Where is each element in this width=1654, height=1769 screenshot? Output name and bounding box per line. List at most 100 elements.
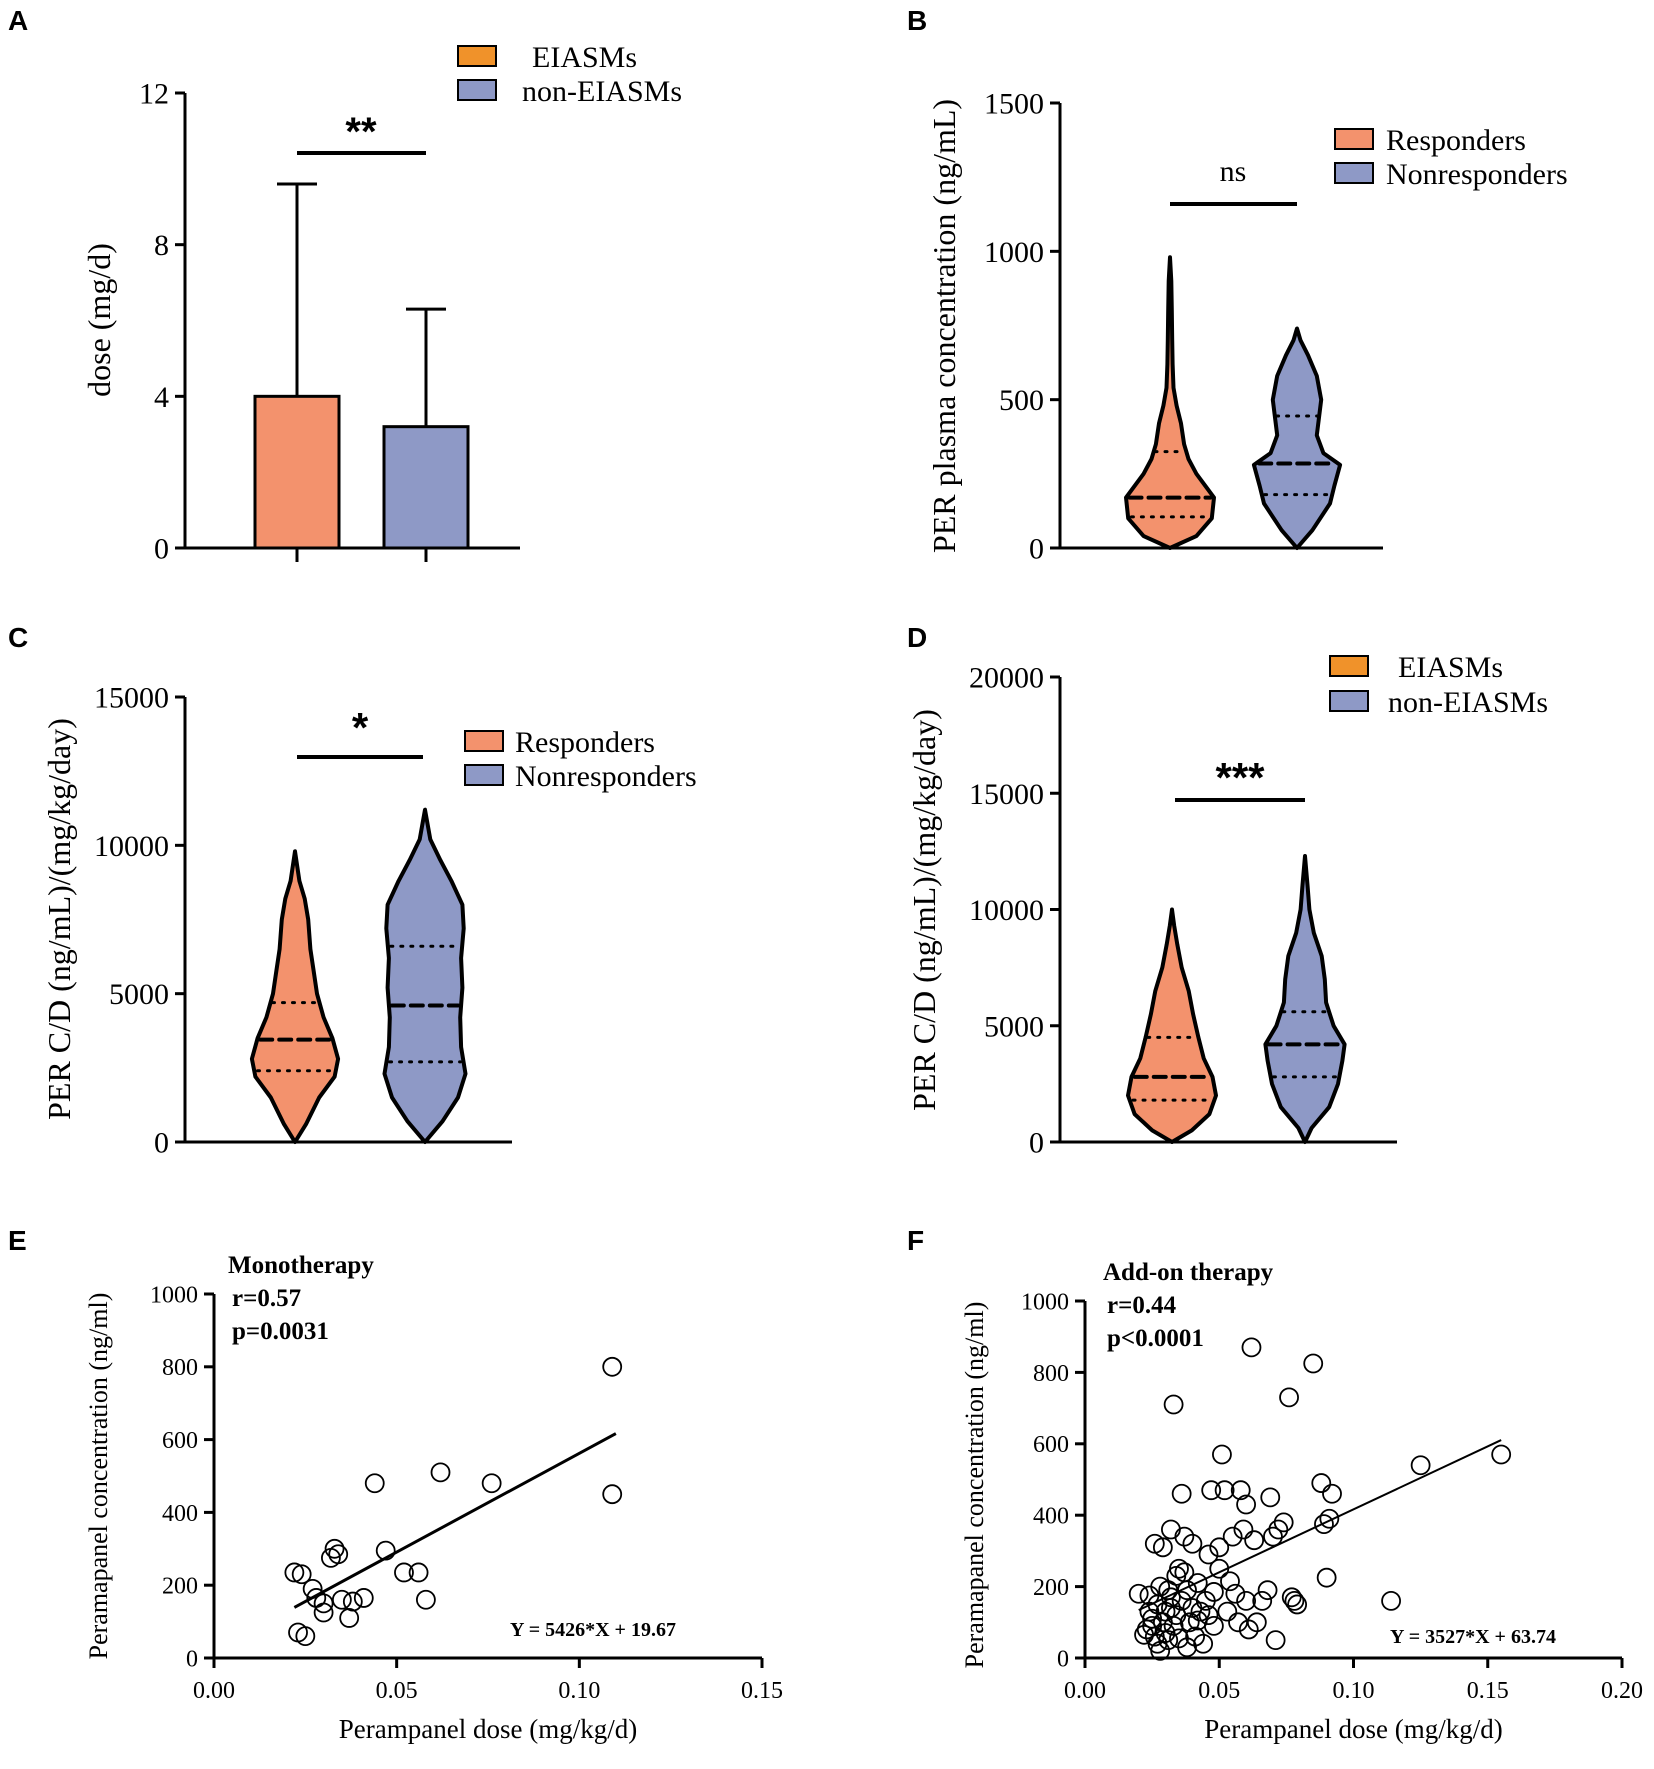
violin-body — [249, 849, 341, 1144]
y-tick-label: 800 — [162, 1355, 198, 1381]
legend-label: Responders — [515, 726, 655, 759]
panel-label: E — [8, 1225, 27, 1256]
y-tick-label: 4 — [154, 381, 169, 414]
legend-label: Responders — [1386, 124, 1526, 157]
y-axis-label: PER C/D (ng/mL)/(mg/kg/day) — [41, 718, 77, 1120]
data-point — [602, 1356, 623, 1377]
data-point — [1491, 1444, 1512, 1465]
bar — [382, 425, 470, 550]
data-point — [602, 1484, 623, 1505]
data-point — [1182, 1533, 1203, 1554]
data-point — [1316, 1567, 1337, 1588]
data-point — [342, 1591, 363, 1612]
data-point — [364, 1473, 385, 1494]
significance-label: ns — [1220, 155, 1247, 188]
y-tick-label: 5000 — [109, 978, 169, 1011]
y-tick-label: 20000 — [969, 662, 1044, 695]
violin-body — [1126, 907, 1218, 1144]
y-tick-label: 15000 — [969, 778, 1044, 811]
data-point — [394, 1562, 414, 1583]
data-point — [1193, 1633, 1214, 1654]
data-point — [1163, 1615, 1184, 1636]
data-point — [408, 1562, 429, 1583]
regression-line — [1138, 1439, 1502, 1611]
data-point — [1381, 1590, 1401, 1611]
data-point — [1311, 1473, 1332, 1493]
data-point — [1225, 1583, 1246, 1604]
data-point — [1236, 1494, 1256, 1515]
data-point — [1268, 1519, 1289, 1540]
data-point — [295, 1626, 316, 1647]
stats-label: p<0.0001 — [1107, 1325, 1204, 1352]
x-tick-label: 0.10 — [558, 1678, 600, 1704]
data-point — [1220, 1571, 1240, 1592]
panel-label: D — [907, 622, 927, 653]
data-point — [1246, 1612, 1267, 1633]
y-tick-label: 600 — [162, 1428, 198, 1454]
y-tick-label: 200 — [162, 1574, 198, 1600]
y-tick-label: 1000 — [150, 1282, 198, 1308]
y-tick-label: 8 — [154, 229, 169, 262]
data-point — [1214, 1480, 1235, 1501]
legend-swatch — [457, 45, 497, 67]
stats-label: r=0.57 — [232, 1285, 301, 1312]
x-tick-label: 0.05 — [1198, 1678, 1240, 1704]
data-point — [1257, 1580, 1278, 1601]
data-point — [1241, 1337, 1262, 1358]
data-point — [1169, 1558, 1189, 1579]
legend-label: non-EIASMs — [1388, 686, 1548, 719]
data-point — [1209, 1558, 1230, 1579]
x-tick-label: 0.15 — [1467, 1678, 1509, 1704]
x-tick-label: 0.20 — [1601, 1678, 1643, 1704]
data-point — [1273, 1512, 1294, 1533]
data-point — [1287, 1594, 1308, 1615]
regression-equation: Y = 3527*X + 63.74 — [1390, 1626, 1556, 1648]
legend-swatch — [457, 79, 497, 101]
stats-label: p=0.0031 — [232, 1318, 329, 1345]
y-tick-label: 10000 — [969, 894, 1044, 927]
y-tick-label: 0 — [186, 1646, 198, 1672]
data-point — [1177, 1580, 1197, 1601]
data-point — [1198, 1544, 1219, 1565]
data-point — [313, 1593, 334, 1614]
data-point — [1314, 1514, 1334, 1535]
legend-swatch — [1334, 128, 1374, 150]
data-point — [291, 1564, 312, 1585]
data-point — [1163, 1394, 1184, 1415]
y-tick-label: 0 — [1029, 1127, 1044, 1160]
y-tick-label: 5000 — [984, 1010, 1044, 1043]
data-point — [313, 1602, 334, 1623]
x-tick-label: 0.00 — [193, 1678, 235, 1704]
data-point — [430, 1462, 451, 1483]
data-point — [1161, 1519, 1181, 1540]
panel-label: B — [907, 5, 927, 36]
data-point — [302, 1578, 323, 1599]
y-axis-label: dose (mg/d) — [81, 243, 117, 397]
x-tick-label: 0.10 — [1333, 1678, 1375, 1704]
data-point — [375, 1540, 396, 1561]
significance-label: ** — [345, 110, 377, 154]
y-axis-label: Peramapanel concentration (ng/ml) — [960, 1302, 989, 1669]
y-tick-label: 600 — [1033, 1432, 1069, 1458]
panel-title: Add-on therapy — [1103, 1259, 1274, 1286]
x-tick-label: 0.00 — [1064, 1678, 1106, 1704]
data-point — [1152, 1537, 1173, 1558]
data-point — [1260, 1487, 1281, 1508]
data-point — [1201, 1480, 1222, 1501]
data-point — [1128, 1583, 1149, 1604]
legend-swatch — [464, 730, 504, 752]
data-point — [1279, 1387, 1299, 1408]
data-point — [1171, 1483, 1192, 1504]
data-point — [1171, 1590, 1192, 1611]
stats-label: r=0.44 — [1107, 1292, 1177, 1319]
panel-title: Monotherapy — [228, 1252, 374, 1279]
data-point — [1230, 1480, 1251, 1501]
data-point — [339, 1608, 360, 1628]
y-tick-label: 15000 — [94, 682, 169, 715]
panel-label: F — [907, 1225, 924, 1256]
x-axis-label: Perampanel dose (mg/kg/d) — [339, 1714, 637, 1744]
data-point — [1158, 1630, 1179, 1651]
y-tick-label: 0 — [154, 1127, 169, 1160]
legend-swatch — [1334, 162, 1374, 184]
violin-body — [1251, 326, 1343, 550]
